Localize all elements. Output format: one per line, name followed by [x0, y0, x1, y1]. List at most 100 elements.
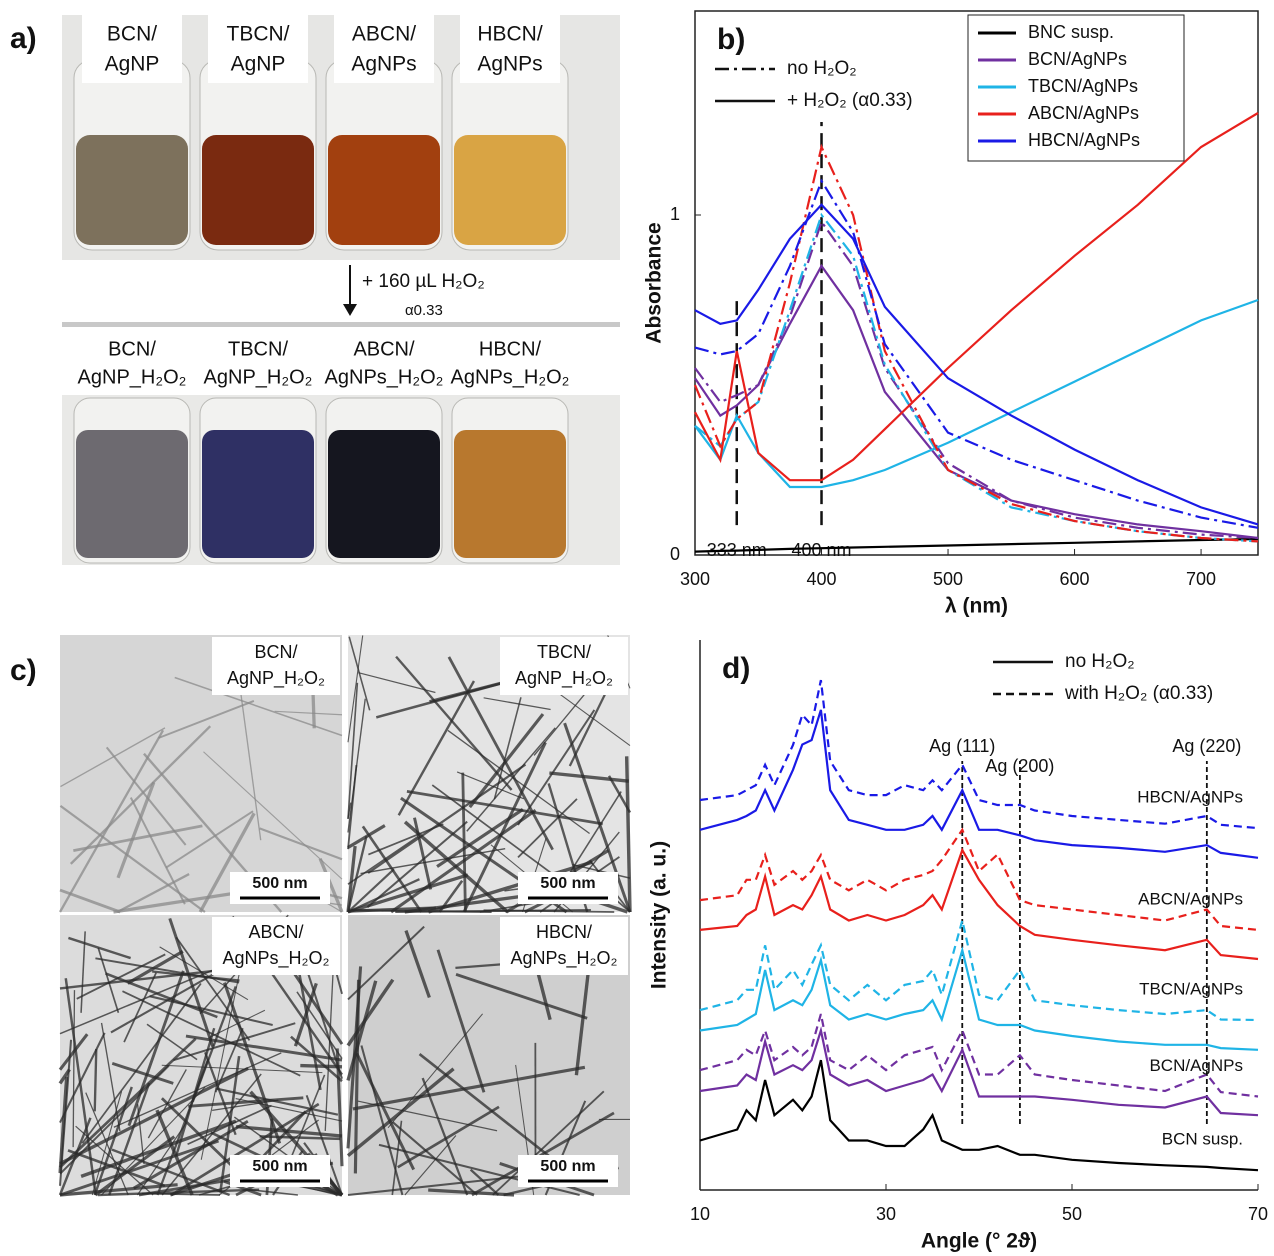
series-line [693, 143, 1259, 543]
fiber [471, 1111, 615, 1197]
fiber [59, 963, 227, 1035]
fiber [318, 858, 344, 913]
series-line [699, 827, 1259, 931]
image-label: AgNPs_H₂O₂ [510, 948, 617, 969]
vial-label: AgNPs [351, 53, 416, 76]
fiber [347, 765, 358, 850]
fiber [76, 953, 166, 1000]
fiber [421, 1077, 469, 1196]
vial-label: BCN/ [107, 23, 157, 46]
fiber [324, 957, 335, 1131]
chart: d) 10 30 50 70 Angle (° 2ϑ) Intensity (a. u.) A… [648, 640, 1268, 1253]
fiber [97, 947, 120, 1014]
vial-label: AgNP_H₂O₂ [204, 366, 313, 388]
image-label: AgNPs_H₂O₂ [222, 948, 329, 969]
fiber [59, 1032, 106, 1123]
y-tick-label: 0 [670, 544, 680, 564]
fiber [358, 672, 436, 694]
fiber [347, 878, 420, 914]
series-line [699, 847, 1259, 961]
fiber [149, 995, 273, 1027]
y-axis-label: Absorbance [643, 222, 666, 343]
fiber [191, 986, 237, 1103]
fiber [188, 1096, 304, 1108]
label-box [334, 15, 434, 83]
legend-label: with H₂O₂ (α0.33) [1064, 683, 1213, 704]
scale-label: 500 nm [252, 875, 307, 892]
vial-liquid [454, 135, 566, 245]
fiber [346, 845, 357, 913]
image-label: AgNP_H₂O₂ [227, 668, 325, 689]
y-axis-label: Intensity (a. u.) [648, 841, 671, 989]
fiber [146, 1023, 198, 1061]
x-tick-label: 600 [1060, 569, 1090, 589]
vial-label: ABCN/ [352, 23, 416, 46]
fiber [170, 1102, 320, 1197]
fiber [59, 1139, 220, 1197]
image-label: ABCN/ [248, 922, 303, 942]
fiber [351, 909, 492, 914]
fiber [105, 746, 187, 846]
series-line [699, 709, 1259, 859]
series-line [694, 537, 1259, 553]
fiber [58, 1033, 89, 1071]
fiber [352, 1065, 586, 1111]
image-label: AgNP_H₂O₂ [515, 668, 613, 689]
fiber [483, 697, 551, 711]
panel-label: c) [10, 654, 37, 687]
fiber [395, 655, 513, 791]
label-box [208, 15, 308, 83]
fiber [69, 725, 212, 865]
fiber [624, 756, 632, 913]
series-line [694, 298, 1259, 489]
vial-label: AgNPs_H₂O₂ [325, 366, 444, 388]
fiber [158, 700, 255, 739]
tem-image: HBCN/AgNPs_H₂O₂ 500 nm [346, 915, 631, 1197]
vial-liquid [202, 135, 314, 245]
fiber [73, 824, 203, 853]
fiber [347, 635, 364, 743]
fiber [111, 1148, 231, 1197]
fiber [517, 709, 596, 826]
x-tick-label: 30 [876, 1204, 896, 1224]
fiber [58, 1117, 92, 1196]
fiber [93, 1048, 98, 1112]
fiber [300, 1063, 343, 1069]
x-tick-label: 500 [933, 569, 963, 589]
fiber [215, 1087, 339, 1116]
fiber [94, 1135, 176, 1197]
label-box [500, 637, 628, 695]
scale-label: 500 nm [540, 1158, 595, 1175]
fiber [404, 930, 431, 999]
fiber [483, 909, 615, 913]
vial-label: AgNPs_H₂O₂ [451, 366, 570, 388]
fiber [111, 1061, 174, 1085]
fiber [223, 982, 282, 1144]
y-tick-label: 1 [670, 204, 680, 224]
fiber [290, 1035, 343, 1083]
fiber [367, 763, 527, 874]
fiber [347, 868, 395, 913]
image-label: TBCN/ [537, 642, 591, 662]
fiber [287, 1074, 326, 1164]
fiber [397, 680, 476, 816]
fiber [187, 1104, 272, 1146]
fiber [436, 949, 486, 1093]
fiber [468, 713, 545, 809]
label-box [212, 637, 340, 695]
fiber [173, 1022, 296, 1062]
series-line [699, 1059, 1259, 1172]
treatment: + 160 µL H₂O₂ [362, 271, 485, 292]
fiber [347, 682, 359, 819]
fiber [346, 835, 368, 913]
fiber [155, 1109, 194, 1196]
fiber [59, 729, 165, 913]
fiber [129, 797, 186, 905]
fiber [235, 1124, 343, 1138]
vial-label: BCN/ [108, 338, 156, 360]
fiber [390, 809, 537, 914]
vial-label: AgNPs [477, 53, 542, 76]
legend-label: no H₂O₂ [787, 58, 857, 79]
